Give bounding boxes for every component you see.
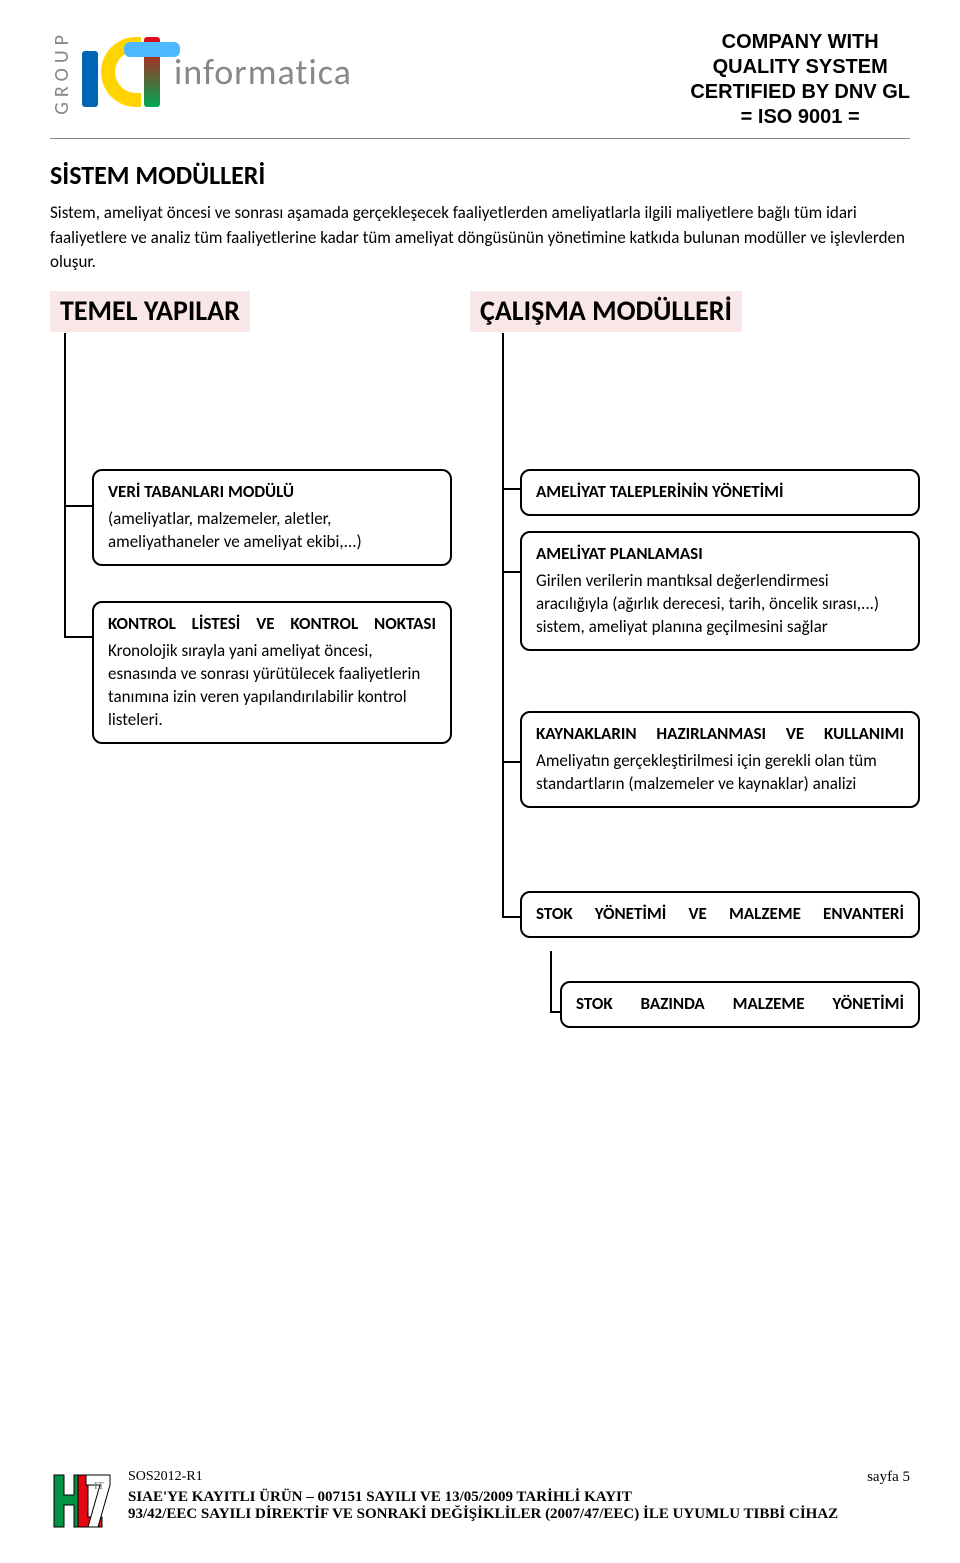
- footer-line2: 93/42/EEC SAYILI DİREKTİF VE SONRAKİ DEĞ…: [128, 1506, 853, 1523]
- node-title: STOK BAZINDA MALZEME YÖNETİMİ: [576, 993, 904, 1016]
- page-header: GROUP informatica COMPANY WITH QUALITY S…: [50, 30, 910, 139]
- certification-block: COMPANY WITH QUALITY SYSTEM CERTIFIED BY…: [690, 30, 910, 130]
- diagram-heading-left: TEMEL YAPILAR: [50, 291, 250, 332]
- node-body: Ameliyatın gerçekleştirilmesi için gerek…: [536, 750, 904, 796]
- hl7-logo-icon: IT: [50, 1469, 114, 1533]
- node-title: KAYNAKLARIN HAZIRLANMASI VE KULLANIMI: [536, 723, 904, 746]
- footer-line1: SIAE'YE KAYITLI ÜRÜN – 007151 SAYILI VE …: [128, 1489, 853, 1506]
- node-title: KONTROL LİSTESİ VE KONTROL NOKTASI: [108, 613, 436, 636]
- svg-text:IT: IT: [94, 1480, 105, 1492]
- node-body: Kronolojik sırayla yani ameliyat öncesi,…: [108, 640, 436, 732]
- footer-text: SOS2012-R1 SIAE'YE KAYITLI ÜRÜN – 007151…: [128, 1469, 853, 1523]
- intro-paragraph: Sistem, ameliyat öncesi ve sonrası aşama…: [50, 201, 910, 275]
- page-number: sayfa 5: [867, 1469, 910, 1486]
- brand-text: informatica: [174, 50, 352, 94]
- cert-line: QUALITY SYSTEM: [690, 55, 910, 80]
- diagram-node: STOK BAZINDA MALZEME YÖNETİMİ: [560, 981, 920, 1028]
- node-body: (ameliyatlar, malzemeler, aletler, ameli…: [108, 508, 436, 554]
- diagram-node: VERİ TABANLARI MODÜLÜ (ameliyatlar, malze…: [92, 469, 452, 566]
- diagram-node: AMELİYAT PLANLAMASI Girilen verilerin man…: [520, 531, 920, 651]
- doc-code: SOS2012-R1: [128, 1469, 853, 1485]
- page-title: SİSTEM MODÜLLERİ: [50, 159, 910, 191]
- node-title: STOK YÖNETİMİ VE MALZEME ENVANTERİ: [536, 903, 904, 926]
- cert-line: CERTIFIED BY DNV GL: [690, 80, 910, 105]
- brand-logo: GROUP informatica: [50, 30, 352, 115]
- cert-line: COMPANY WITH: [690, 30, 910, 55]
- diagram-node: AMELİYAT TALEPLERİNİN YÖNETİMİ: [520, 469, 920, 516]
- diagram-node: STOK YÖNETİMİ VE MALZEME ENVANTERİ: [520, 891, 920, 938]
- node-title: VERİ TABANLARI MODÜLÜ: [108, 481, 436, 504]
- ict-logo-icon: informatica: [82, 37, 352, 107]
- group-label: GROUP: [50, 30, 74, 115]
- diagram-node: KAYNAKLARIN HAZIRLANMASI VE KULLANIMI Ame…: [520, 711, 920, 808]
- diagram-node: KONTROL LİSTESİ VE KONTROL NOKTASI Kronol…: [92, 601, 452, 744]
- node-title: AMELİYAT TALEPLERİNİN YÖNETİMİ: [536, 481, 904, 504]
- module-diagram: TEMEL YAPILAR ÇALIŞMA MODÜLLERİ VERİ TABAN…: [50, 291, 910, 1191]
- node-title: AMELİYAT PLANLAMASI: [536, 543, 904, 566]
- node-body: Girilen verilerin mantıksal değerlendirm…: [536, 570, 904, 639]
- diagram-heading-right: ÇALIŞMA MODÜLLERİ: [470, 291, 742, 332]
- page-footer: IT SOS2012-R1 SIAE'YE KAYITLI ÜRÜN – 007…: [50, 1469, 910, 1533]
- cert-line: = ISO 9001 =: [690, 105, 910, 130]
